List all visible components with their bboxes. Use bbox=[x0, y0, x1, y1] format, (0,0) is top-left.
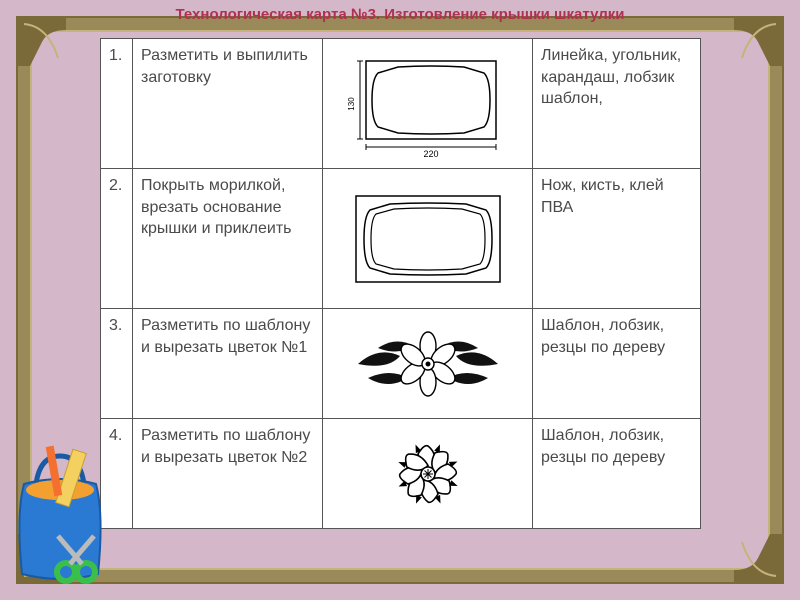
row-operation: Разметить по шаблону и вырезать цветок №… bbox=[133, 419, 323, 529]
row-operation: Разметить и выпилить заготовку bbox=[133, 39, 323, 169]
row-number: 2. bbox=[101, 169, 133, 309]
row-tools: Шаблон, лобзик, резцы по дереву bbox=[533, 309, 701, 419]
row-diagram: 130 220 bbox=[323, 39, 533, 169]
page-title: Технологическая карта №3. Изготовление к… bbox=[0, 6, 800, 23]
row-operation: Покрыть морилкой, врезать основание крыш… bbox=[133, 169, 323, 309]
flower-small-icon bbox=[388, 434, 468, 514]
flower-large-icon bbox=[343, 324, 513, 404]
corner-ornament-icon bbox=[734, 534, 782, 582]
row-number: 1. bbox=[101, 39, 133, 169]
row-tools: Линейка, угольник, карандаш, лобзик шабл… bbox=[533, 39, 701, 169]
row-operation: Разметить по шаблону и вырезать цветок №… bbox=[133, 309, 323, 419]
table-row: 3. Разметить по шаблону и вырезать цвето… bbox=[101, 309, 701, 419]
dim-width: 220 bbox=[423, 149, 438, 159]
row-tools: Шаблон, лобзик, резцы по дереву bbox=[533, 419, 701, 529]
table-row: 2. Покрыть морилкой, врезать основание к… bbox=[101, 169, 701, 309]
row-diagram bbox=[323, 309, 533, 419]
row-diagram bbox=[323, 169, 533, 309]
lid-double-outline-icon bbox=[338, 184, 518, 294]
corner-ornament-icon bbox=[18, 18, 66, 66]
row-number: 3. bbox=[101, 309, 133, 419]
craft-supplies-icon bbox=[6, 444, 116, 594]
process-table: 1. Разметить и выпилить заготовку 130 22… bbox=[100, 38, 700, 529]
row-diagram bbox=[323, 419, 533, 529]
corner-ornament-icon bbox=[734, 18, 782, 66]
table-row: 1. Разметить и выпилить заготовку 130 22… bbox=[101, 39, 701, 169]
blank-with-dims-icon: 130 220 bbox=[338, 49, 518, 159]
table-row: 4. Разметить по шаблону и вырезать цвето… bbox=[101, 419, 701, 529]
dim-height: 130 bbox=[347, 96, 356, 110]
row-tools: Нож, кисть, клей ПВА bbox=[533, 169, 701, 309]
